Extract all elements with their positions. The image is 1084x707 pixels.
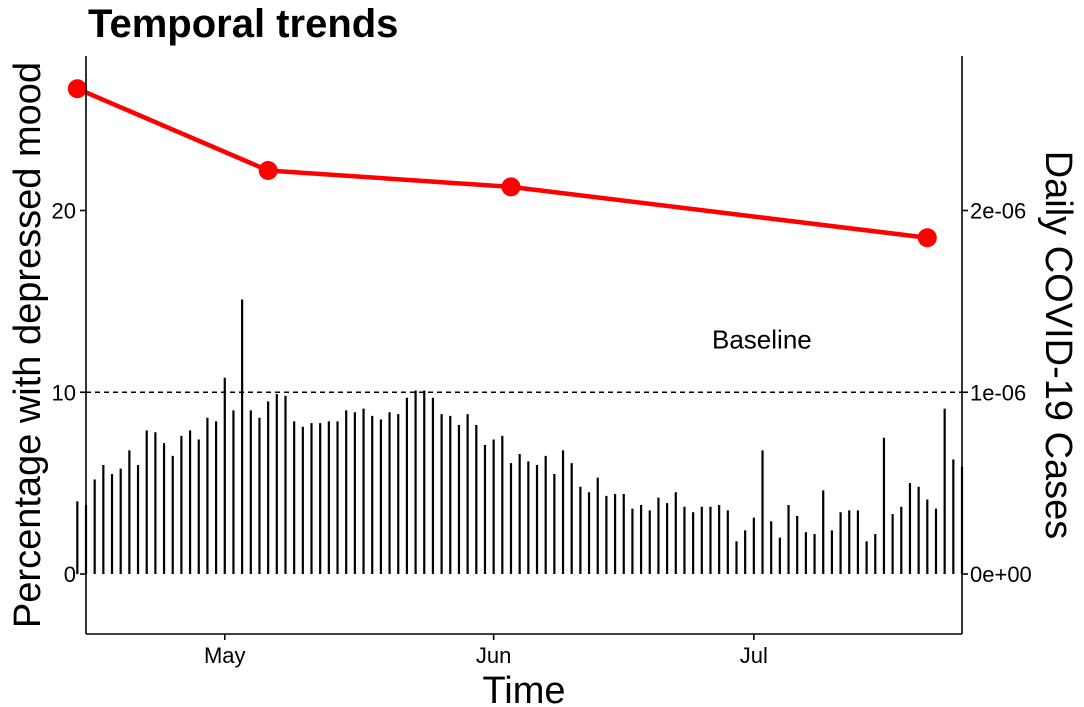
left-tick-label: 20 bbox=[52, 198, 76, 223]
left-tick-label: 10 bbox=[52, 380, 76, 405]
data-point bbox=[917, 228, 937, 248]
chart-title: Temporal trends bbox=[88, 2, 399, 46]
x-tick-label: May bbox=[204, 643, 246, 668]
x-ticks: May Jun Jul bbox=[204, 634, 768, 668]
right-tick-label: 2e-06 bbox=[970, 198, 1026, 223]
line-series bbox=[67, 79, 937, 248]
left-tick-label: 0 bbox=[64, 562, 76, 587]
axes bbox=[85, 56, 963, 635]
x-tick-label: Jul bbox=[740, 643, 768, 668]
right-y-ticks: 0e+00 1e-06 2e-06 bbox=[962, 198, 1032, 587]
data-point bbox=[258, 161, 278, 181]
data-point bbox=[67, 79, 87, 99]
x-axis-label: Time bbox=[482, 670, 565, 707]
x-tick-label: Jun bbox=[476, 643, 511, 668]
data-point bbox=[501, 177, 521, 197]
left-y-axis-label: Percentage with depressed mood bbox=[7, 62, 49, 628]
left-y-ticks: 0 10 20 bbox=[52, 198, 86, 587]
right-y-axis-label: Daily COVID-19 Cases bbox=[1037, 151, 1079, 540]
bar-series bbox=[76, 299, 964, 575]
right-tick-label: 1e-06 bbox=[970, 380, 1026, 405]
trend-line bbox=[76, 86, 928, 240]
right-tick-label: 0e+00 bbox=[970, 562, 1032, 587]
baseline-label: Baseline bbox=[712, 324, 812, 354]
